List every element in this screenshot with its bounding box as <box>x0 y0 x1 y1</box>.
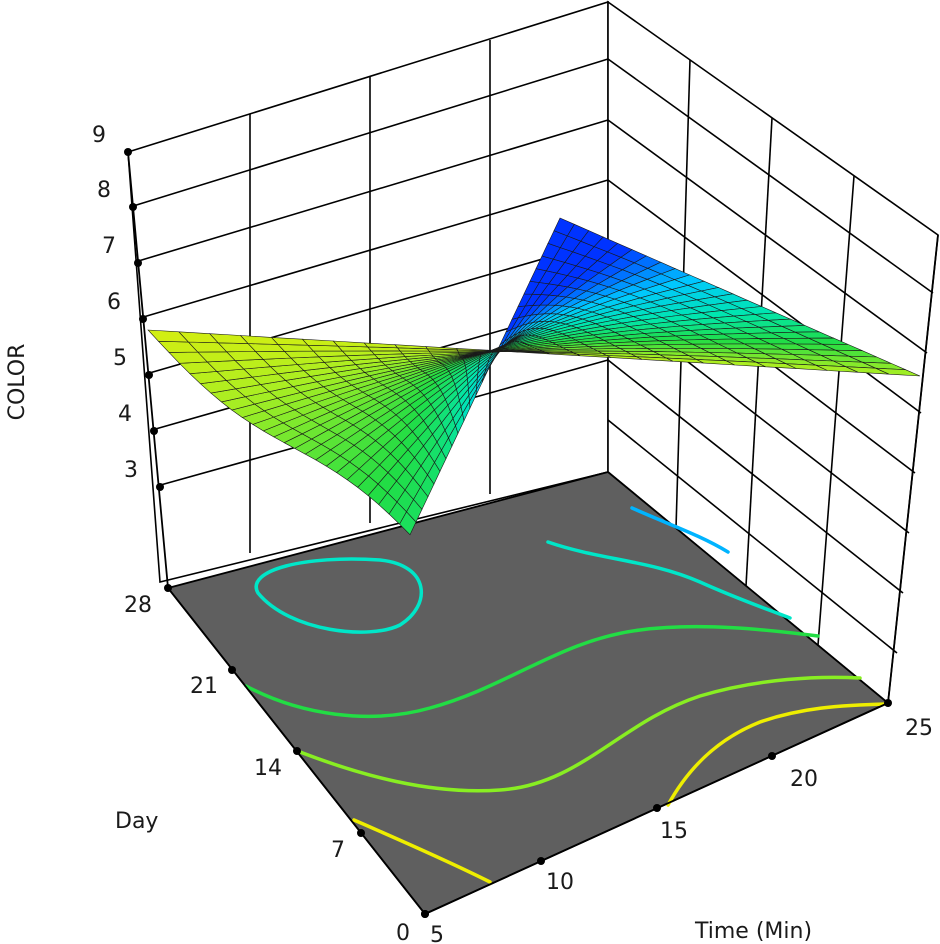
response-surface <box>147 217 921 536</box>
z-tick-label: 4 <box>118 402 132 427</box>
z-axis-ticks: 3 4 5 6 7 8 9 <box>92 123 164 491</box>
z-tick-label: 7 <box>102 234 116 259</box>
surface-facet <box>341 350 376 357</box>
z-tick-label: 5 <box>113 346 127 371</box>
day-tick-dot <box>228 666 236 674</box>
surface-facet <box>875 367 921 377</box>
contour-lines <box>244 506 890 884</box>
z-tick-dot <box>134 259 142 267</box>
day-tick-dot <box>293 747 301 755</box>
z-tick-label: 9 <box>92 123 106 148</box>
contour-line <box>352 818 492 884</box>
day-axis-ticks: 0 7 14 21 28 <box>124 584 429 944</box>
time-tick-dot <box>653 804 661 812</box>
contour-line <box>244 624 820 718</box>
contour-line <box>298 675 862 793</box>
day-tick-dot <box>357 829 365 837</box>
surface-facet <box>283 350 320 359</box>
time-tick-label: 5 <box>430 923 444 944</box>
surface-facet <box>566 348 599 352</box>
z-tick-dot <box>145 371 153 379</box>
z-axis-label: COLOR <box>5 344 30 421</box>
time-tick-dot <box>421 910 429 918</box>
z-tick-dot <box>150 427 158 435</box>
z-tick-dot <box>156 483 164 491</box>
z-tick-dot <box>129 203 137 211</box>
day-tick-label: 14 <box>254 756 282 781</box>
time-tick-dot <box>768 752 776 760</box>
time-tick-label: 10 <box>546 870 574 895</box>
time-tick-label: 15 <box>660 819 688 844</box>
day-tick-label: 7 <box>331 838 345 863</box>
day-tick-label: 0 <box>396 921 410 944</box>
z-tick-label: 8 <box>97 178 111 203</box>
time-tick-label: 25 <box>905 716 933 741</box>
surface-facet <box>370 350 404 356</box>
surface-facet <box>399 350 432 355</box>
x-axis-label: Time (Min) <box>694 919 812 944</box>
contour-line <box>546 540 792 620</box>
day-tick-label: 21 <box>190 674 218 699</box>
y-axis-label: Day <box>115 809 158 834</box>
z-tick-dot <box>139 315 147 323</box>
time-axis-ticks: 5 10 15 20 25 <box>421 699 933 944</box>
time-tick-dot <box>884 699 892 707</box>
z-tick-dot <box>124 148 132 156</box>
surface-facet <box>312 350 348 358</box>
day-tick-label: 28 <box>124 593 152 618</box>
z-tick-label: 6 <box>107 290 121 315</box>
contour-line <box>630 506 730 554</box>
day-tick-dot <box>164 584 172 592</box>
time-tick-dot <box>537 857 545 865</box>
contour-line <box>666 702 890 807</box>
time-tick-label: 20 <box>790 767 818 792</box>
contour-line <box>254 557 424 634</box>
z-tick-label: 3 <box>124 458 138 483</box>
